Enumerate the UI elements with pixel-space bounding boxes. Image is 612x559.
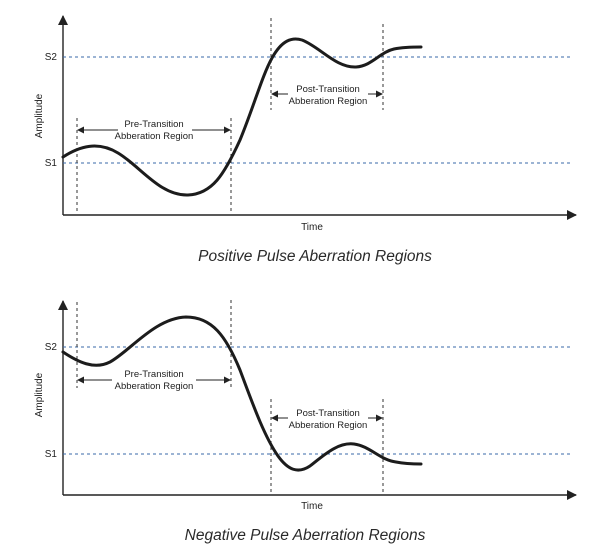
post-region-label-bg <box>288 406 368 430</box>
pre-region-label-bg <box>118 118 192 142</box>
pre-region-label-line1: Pre-Transition <box>124 119 183 130</box>
x-axis-label: Time <box>301 501 323 512</box>
positive-pulse-waveform <box>61 37 423 197</box>
y-axis-label: Amplitude <box>34 372 45 417</box>
post-region-label-line1: Post-Transition <box>296 408 360 419</box>
negative-pulse-waveform <box>61 315 423 472</box>
s1-label: S1 <box>45 449 58 460</box>
pre-region-label-line1: Pre-Transition <box>124 369 183 380</box>
s2-label: S2 <box>45 52 58 63</box>
y-axis-label: Amplitude <box>34 93 45 138</box>
post-region-label-line2: Abberation Region <box>289 420 368 431</box>
post-region-label-line2: Abberation Region <box>289 96 368 107</box>
post-region-label-bg <box>288 82 368 106</box>
negative-panel-caption: Negative Pulse Aberration Regions <box>185 527 426 544</box>
pre-region-label-line2: Abberation Region <box>115 131 194 142</box>
positive-panel-caption: Positive Pulse Aberration Regions <box>198 248 432 265</box>
post-region-label-line1: Post-Transition <box>296 84 360 95</box>
negative-pulse-panel: S2 S1 Amplitude Time Pre-Transition Abbe… <box>34 300 577 544</box>
pre-region-label-line2: Abberation Region <box>115 381 194 392</box>
s2-label: S2 <box>45 342 58 353</box>
x-axis-label: Time <box>301 222 323 233</box>
pre-region-label-bg <box>112 368 196 392</box>
s1-label: S1 <box>45 158 58 169</box>
positive-pulse-panel: S2 S1 Amplitude Time Pre-Transition Abbe… <box>34 15 577 265</box>
